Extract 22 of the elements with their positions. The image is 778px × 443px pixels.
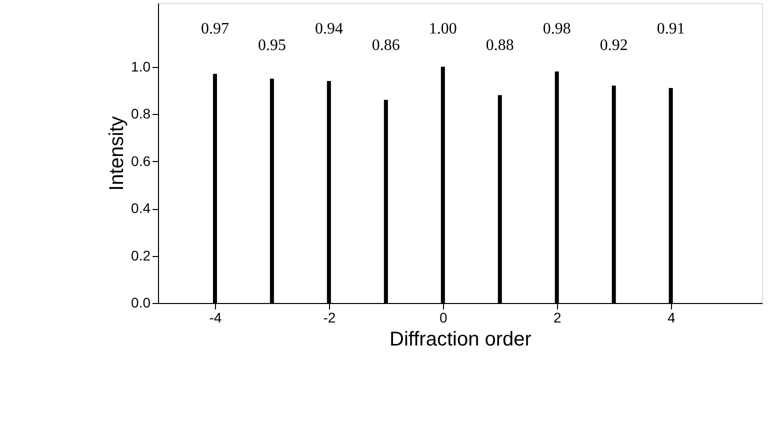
y-tick-label: 0.6 <box>131 152 151 169</box>
data-label: 0.97 <box>200 20 229 38</box>
data-label: 0.92 <box>600 36 628 54</box>
data-label: 0.94 <box>314 20 343 38</box>
x-axis-title: Diffraction order <box>390 328 532 350</box>
y-tick-label: 0.4 <box>131 200 151 216</box>
data-label: 0.91 <box>656 20 685 38</box>
y-tick-label: 1.0 <box>131 58 151 74</box>
x-tick-label: 2 <box>553 310 562 326</box>
x-tick-label: -2 <box>323 310 336 326</box>
y-tick-label: 0.2 <box>131 247 151 264</box>
x-tick-label: 4 <box>667 310 676 326</box>
x-tick-label: -4 <box>209 310 222 326</box>
data-label: 0.86 <box>372 36 400 54</box>
data-label: 0.95 <box>258 36 286 54</box>
x-tick-label: 0 <box>440 310 448 326</box>
y-tick-label: 0.0 <box>131 294 151 310</box>
data-label: 1.00 <box>428 20 457 38</box>
y-tick-label: 0.8 <box>131 106 151 122</box>
data-label: 0.88 <box>486 36 514 54</box>
y-axis-title: Intensity <box>106 116 128 191</box>
data-label: 0.98 <box>542 20 571 38</box>
